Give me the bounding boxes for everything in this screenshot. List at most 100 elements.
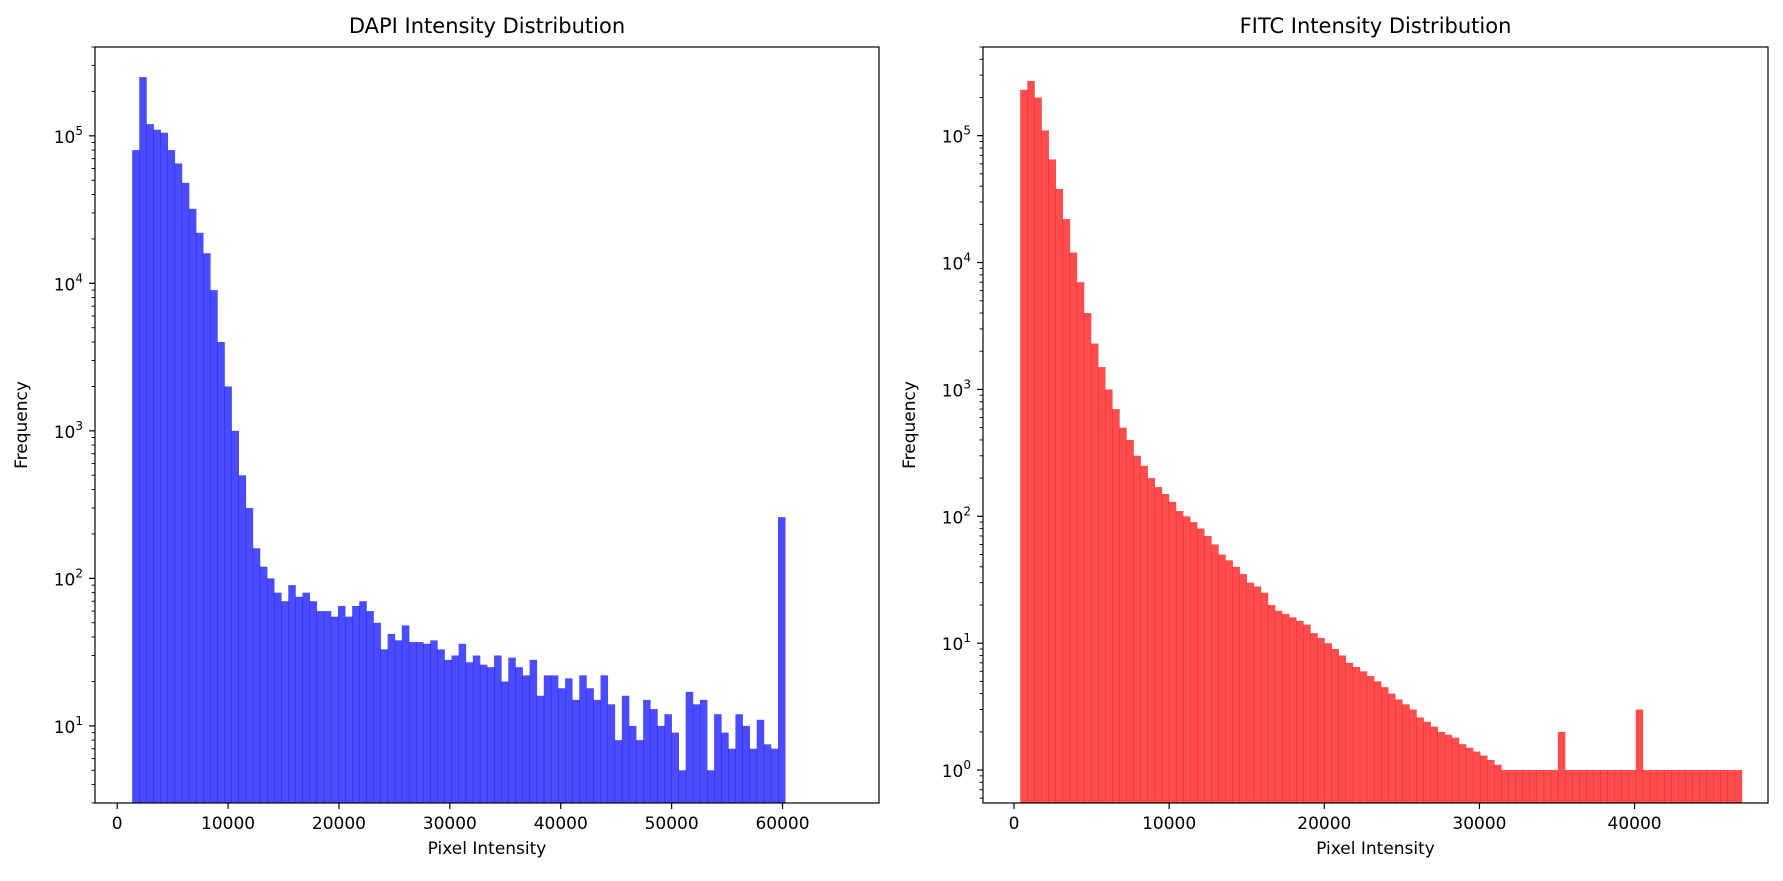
histogram-bar xyxy=(1487,760,1495,803)
histogram-bar xyxy=(579,675,587,803)
histogram-bar xyxy=(472,655,481,803)
histogram-bar xyxy=(1664,770,1672,803)
chart-title: DAPI Intensity Distribution xyxy=(349,14,625,38)
histogram-bar xyxy=(1593,770,1601,803)
histogram-bar xyxy=(1083,313,1092,803)
y-tick-label: 105 xyxy=(942,124,971,148)
histogram-bar xyxy=(1281,613,1290,803)
x-tick-label: 50000 xyxy=(645,814,699,834)
histogram-bar xyxy=(1090,343,1099,803)
histogram-bar xyxy=(345,616,353,803)
histogram-bar xyxy=(387,633,396,803)
histogram-bar xyxy=(685,691,694,803)
plot-frame xyxy=(982,46,1769,804)
histogram-bar xyxy=(1444,734,1453,803)
histogram-bar xyxy=(394,640,403,803)
histogram-bar xyxy=(1112,409,1120,803)
histogram-bar xyxy=(1154,487,1163,803)
histogram-bar xyxy=(777,517,786,803)
histogram-bar xyxy=(1105,389,1113,803)
histogram-bar xyxy=(1027,80,1035,803)
histogram-bar xyxy=(572,699,580,803)
plot-frame xyxy=(94,46,880,804)
x-tick-label: 0 xyxy=(1009,814,1020,834)
histogram-bar xyxy=(742,725,750,803)
histogram-bar xyxy=(1048,159,1056,804)
histogram-bar xyxy=(749,748,758,803)
y-tick-label: 104 xyxy=(54,271,83,295)
x-tick-label: 0 xyxy=(112,814,123,834)
dapi-histogram-panel: 0 10000 20000 30000 40000 50000 60000 101 102 103… xyxy=(12,14,880,859)
histogram-bar xyxy=(1338,655,1347,803)
histogram-bar xyxy=(1126,439,1134,803)
histogram-bar xyxy=(352,605,360,803)
histogram-bar xyxy=(1472,751,1481,803)
histogram-bar xyxy=(543,675,552,803)
histogram-bar xyxy=(756,719,765,803)
x-tick-label: 30000 xyxy=(1452,814,1506,834)
histogram-bar xyxy=(231,430,240,803)
histogram-bar xyxy=(699,699,708,803)
histogram-bar xyxy=(770,748,779,803)
histogram-bar xyxy=(210,290,218,804)
histogram-bar xyxy=(1310,633,1318,803)
histogram-bar xyxy=(181,182,190,803)
histogram-bar xyxy=(1536,770,1545,803)
histogram-bar xyxy=(132,150,140,804)
histogram-bar xyxy=(1182,516,1191,803)
histogram-bar xyxy=(302,592,310,803)
histogram-bar xyxy=(692,704,701,803)
histogram-bar xyxy=(274,592,282,803)
histogram-bar xyxy=(1098,367,1106,803)
histogram-bar xyxy=(536,695,545,803)
histogram-bar xyxy=(139,77,147,804)
histogram-bar xyxy=(323,611,332,803)
histogram-bar xyxy=(1734,770,1743,803)
x-tick-label: 20000 xyxy=(1297,814,1351,834)
histogram-bar xyxy=(508,657,516,803)
histogram-bar xyxy=(628,725,637,803)
histogram-bar xyxy=(1586,770,1594,803)
y-axis-label: Frequency xyxy=(12,381,32,469)
histogram-bar xyxy=(1614,770,1622,803)
histogram-bar xyxy=(565,678,573,803)
histogram-bar xyxy=(1656,770,1665,803)
histogram-bar xyxy=(245,507,254,803)
histogram-bar xyxy=(160,132,169,803)
histogram-bar xyxy=(1260,592,1269,803)
histogram-bar xyxy=(1218,554,1226,803)
histogram-bar xyxy=(1649,770,1658,803)
histogram-bar xyxy=(1678,770,1686,803)
histogram-bar xyxy=(1147,478,1156,803)
histogram-bar xyxy=(1119,427,1127,803)
histogram-bar xyxy=(458,643,467,803)
histogram-bar xyxy=(1494,764,1502,803)
histogram-bar xyxy=(1381,687,1389,803)
histogram-bar xyxy=(707,770,715,803)
histogram-bar xyxy=(1055,189,1064,803)
histogram-bar xyxy=(1140,465,1148,803)
histogram-bar xyxy=(444,659,452,803)
histogram-bar xyxy=(423,643,431,803)
histogram-bar xyxy=(316,611,325,803)
histogram-bar xyxy=(196,232,204,803)
histogram-bar xyxy=(1388,693,1396,803)
y-tick-label: 102 xyxy=(54,566,83,590)
histogram-bar xyxy=(1437,731,1446,803)
y-tick-label: 100 xyxy=(942,758,971,782)
histogram-bar xyxy=(203,253,211,804)
histogram-bar xyxy=(1366,676,1375,803)
histogram-bar xyxy=(1069,252,1078,803)
histogram-bar xyxy=(1600,770,1608,803)
histogram-bar xyxy=(735,714,743,803)
histogram-bar xyxy=(1402,704,1410,803)
histogram-bar xyxy=(494,655,502,803)
y-tick-label: 103 xyxy=(942,377,971,401)
x-tick-label: 30000 xyxy=(423,814,477,834)
histogram-bar xyxy=(1239,574,1248,803)
histogram-bar xyxy=(1020,89,1028,804)
histogram-bar xyxy=(1041,130,1049,803)
histogram-bar xyxy=(1465,747,1474,803)
histogram-bar xyxy=(146,124,154,803)
histogram-bar xyxy=(1685,770,1693,803)
